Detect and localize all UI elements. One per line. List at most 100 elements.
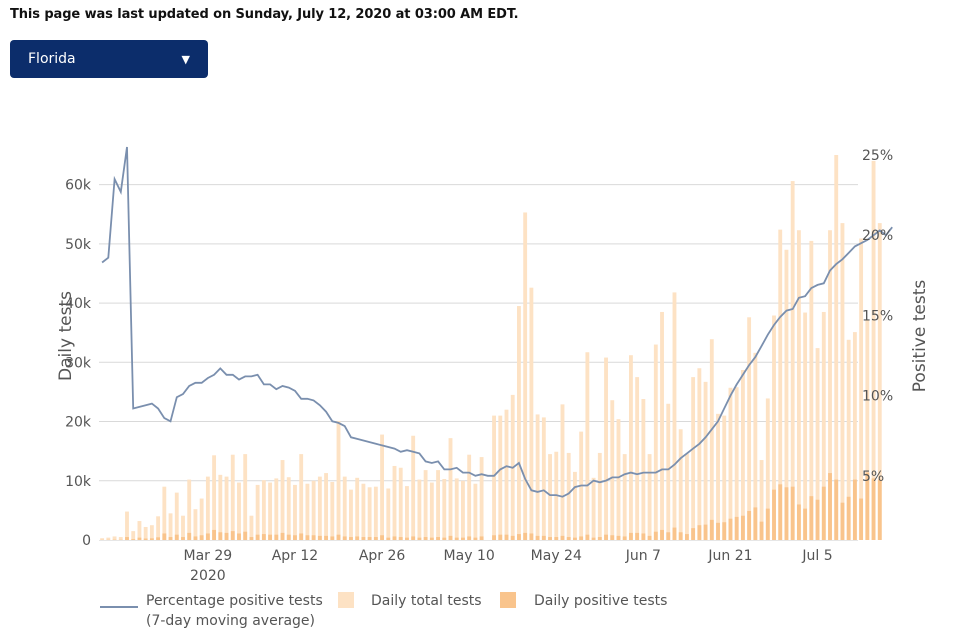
total-tests-bar [641, 399, 646, 540]
total-tests-bar [604, 357, 608, 540]
positive-tests-bar [137, 537, 142, 540]
percent-positive-line [101, 146, 893, 498]
positive-tests-bar [554, 537, 559, 540]
positive-tests-bar [454, 537, 459, 540]
state-dropdown[interactable]: Florida ▼ [10, 40, 208, 78]
positive-tests-bar [734, 516, 739, 540]
total-tests-bar [728, 387, 733, 540]
positive-tests-bar [317, 535, 322, 540]
positive-tests-bar [143, 538, 148, 540]
positive-tests-bar [821, 486, 826, 540]
positive-tests-bar [212, 529, 217, 540]
positive-tests-bar [324, 535, 329, 540]
total-tests-bar [566, 452, 571, 540]
positive-tests-bar [759, 521, 764, 540]
positive-tests-bar [672, 527, 677, 540]
chevron-down-icon: ▼ [181, 52, 190, 66]
positive-tests-bar [243, 531, 248, 540]
positive-tests-bar [529, 533, 534, 540]
total-tests-bar [218, 474, 223, 540]
positive-tests-bar [255, 534, 260, 540]
legend-item-percent[interactable]: Percentage positive tests (7-day moving … [100, 593, 323, 629]
total-tests-bar [112, 536, 117, 540]
positive-tests-bar [622, 536, 627, 540]
last-updated-text: This page was last updated on Sunday, Ju… [10, 7, 519, 22]
positive-tests-bar [641, 533, 646, 540]
positive-tests-bar [728, 518, 733, 540]
y-left-tick-label: 10k [65, 474, 92, 490]
legend-item-positive[interactable]: Daily positive tests [500, 592, 667, 609]
positive-tests-bar [635, 532, 640, 540]
total-tests-bar [448, 438, 453, 540]
total-tests-bar [454, 478, 459, 540]
legend-total-swatch [338, 592, 354, 608]
positive-tests-bar [647, 535, 652, 540]
y-right-tick-label: 20% [862, 228, 893, 244]
total-tests-bar [467, 454, 472, 540]
total-tests-bar [616, 419, 621, 540]
total-tests-bar [678, 429, 683, 540]
total-tests-bars [100, 155, 882, 541]
positive-tests-bar [541, 535, 546, 540]
positive-tests-bar [796, 504, 801, 540]
total-tests-bar [100, 538, 105, 540]
total-tests-bar [367, 487, 372, 540]
total-tests-bar [672, 292, 677, 540]
positive-tests-bar [355, 536, 360, 540]
total-tests-bar [380, 434, 384, 540]
total-tests-bar [753, 352, 758, 540]
y-right-tick-label: 5% [862, 469, 884, 485]
total-tests-bar [765, 398, 770, 540]
total-tests-bar [821, 311, 826, 540]
total-tests-bar [560, 404, 565, 540]
x-tick-label: May 24 [531, 548, 582, 564]
total-tests-bar [199, 498, 204, 540]
total-tests-bar [709, 339, 714, 540]
positive-tests-bar [697, 525, 702, 540]
total-tests-bar [747, 317, 752, 540]
y-left-tick-label: 40k [65, 296, 92, 312]
positive-tests-bar [684, 534, 689, 540]
x-tick-label: Jul 5 [801, 548, 832, 564]
total-tests-bar [274, 478, 279, 540]
total-tests-bar [815, 348, 820, 540]
total-tests-bar [548, 454, 552, 540]
positive-tests-bar [156, 537, 161, 540]
positive-tests-bar [205, 533, 210, 540]
positive-tests-bar [828, 473, 832, 540]
positive-tests-bar [666, 532, 671, 540]
total-tests-bar [790, 181, 795, 541]
positive-tests-bar [398, 537, 403, 540]
total-tests-bar [411, 435, 416, 540]
x-tick-label: Jun 21 [707, 548, 752, 564]
total-tests-bar [255, 484, 260, 540]
positive-tests-bars [100, 472, 882, 540]
total-tests-bar [703, 381, 708, 540]
total-tests-bar [628, 355, 633, 540]
positive-tests-bar [361, 537, 366, 540]
total-tests-bar [429, 482, 434, 540]
positive-tests-bar [722, 522, 727, 540]
legend-item-total[interactable]: Daily total tests [338, 592, 482, 609]
positive-tests-bar [784, 487, 789, 540]
positive-tests-bar [149, 538, 154, 540]
total-tests-bar [243, 454, 248, 540]
total-tests-bar [778, 229, 783, 540]
total-tests-bar [716, 413, 720, 540]
total-tests-bar [803, 312, 808, 540]
positive-tests-bar [461, 537, 465, 540]
legend-label-percent-line2: (7-day moving average) [146, 613, 315, 629]
positive-tests-bar [610, 535, 615, 540]
total-tests-bar [181, 515, 185, 540]
total-tests-bar [106, 537, 111, 540]
positive-tests-bar [286, 534, 291, 540]
positive-tests-bar [411, 536, 416, 540]
positive-tests-bar [380, 535, 384, 540]
total-tests-bar [734, 387, 739, 540]
total-tests-bar [324, 473, 329, 540]
x-tick-label: Apr 12 [272, 548, 318, 564]
total-tests-bar [286, 477, 291, 540]
positive-tests-bar [311, 535, 316, 540]
positive-tests-bar [405, 537, 409, 540]
